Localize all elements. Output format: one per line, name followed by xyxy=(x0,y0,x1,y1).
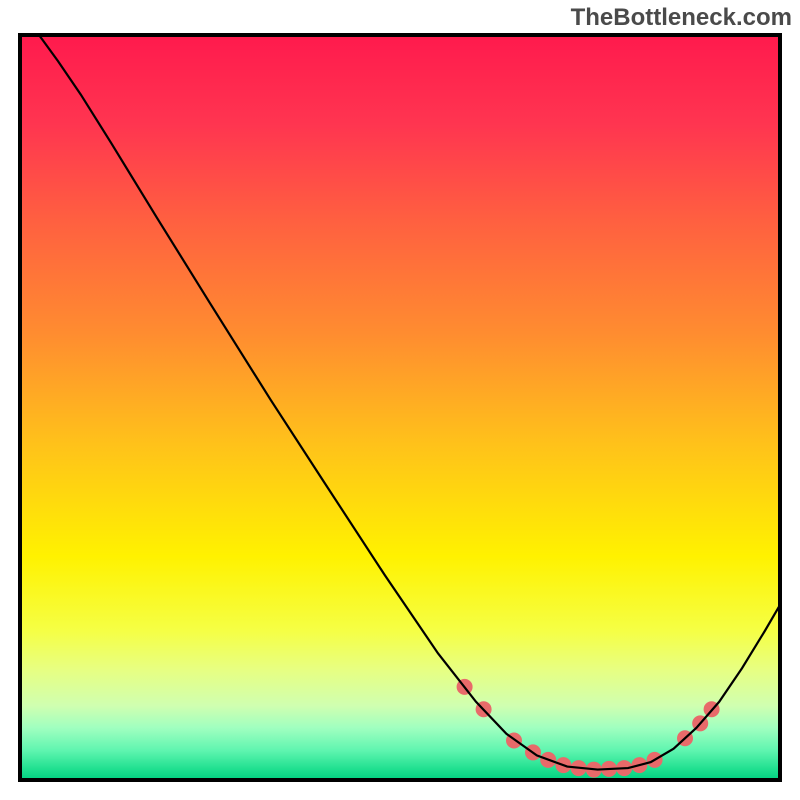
chart-background-gradient xyxy=(20,35,780,780)
bottleneck-chart xyxy=(0,0,800,800)
